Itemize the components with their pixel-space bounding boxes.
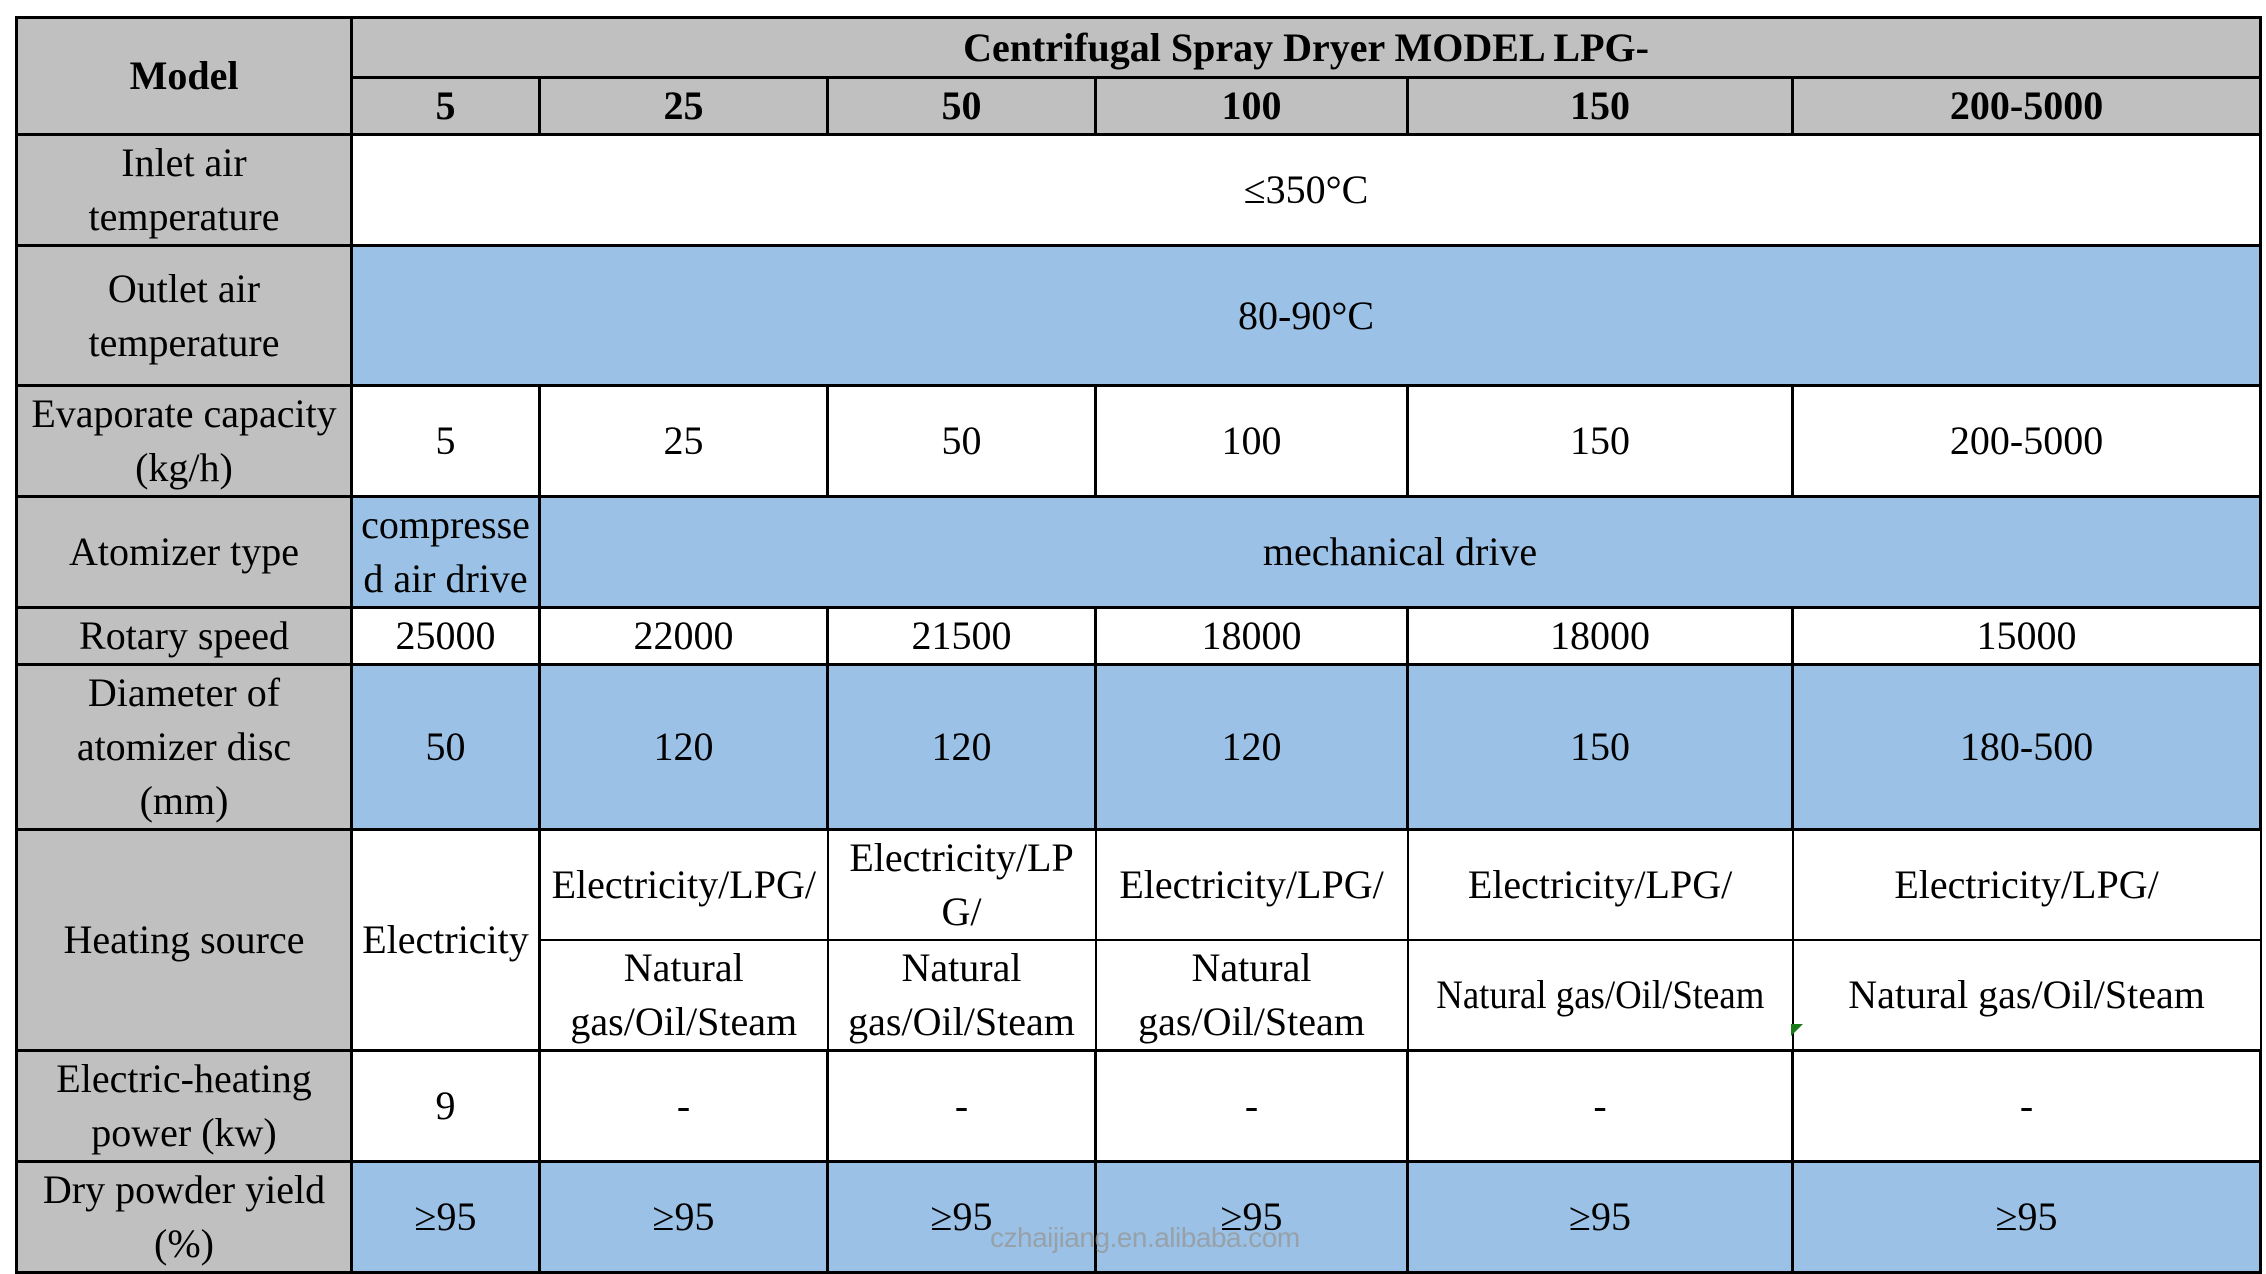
table-cell: Electricity bbox=[350, 828, 541, 1052]
table-cell: 100 bbox=[1094, 384, 1409, 498]
model-col-header: 200-5000 bbox=[1790, 76, 2263, 136]
table-cell: 180-500 bbox=[1790, 663, 2263, 831]
table-cell: Electricity/LPG/ bbox=[1791, 828, 2262, 941]
table-cell: - bbox=[538, 1049, 829, 1163]
table-cell: 50 bbox=[350, 663, 541, 831]
table-row-rotary-speed: Rotary speed 25000 22000 21500 18000 180… bbox=[15, 606, 2263, 666]
table-cell: Electricity/LP G/ bbox=[826, 828, 1097, 941]
row-label: Rotary speed bbox=[15, 606, 353, 666]
table-cell: mechanical drive bbox=[537, 495, 2263, 609]
table-row-atomizer-type: Atomizer type compresse d air drive mech… bbox=[15, 495, 2263, 609]
spec-table: Model Centrifugal Spray Dryer MODEL LPG-… bbox=[15, 16, 2263, 1274]
table-row-powder-yield: Dry powder yield (%) ≥95 ≥95 ≥95 ≥95 ≥95… bbox=[15, 1160, 2263, 1274]
table-cell: 15000 bbox=[1790, 606, 2263, 666]
table-row-evaporate-capacity: Evaporate capacity (kg/h) 5 25 50 100 15… bbox=[15, 384, 2263, 498]
row-label: Heating source bbox=[15, 828, 353, 1052]
model-col-header: 50 bbox=[826, 76, 1097, 136]
table-row-inlet-temp: Inlet air temperature ≤350°C bbox=[15, 133, 2263, 247]
table-row-disc-diameter: Diameter of atomizer disc (mm) 50 120 12… bbox=[15, 663, 2263, 831]
table-cell: - bbox=[1094, 1049, 1409, 1163]
table-cell: 22000 bbox=[538, 606, 829, 666]
table-cell: 9 bbox=[350, 1049, 541, 1163]
table-cell: Natural gas/Oil/Steam bbox=[1406, 939, 1794, 1052]
table-cell: ≥95 bbox=[350, 1160, 541, 1274]
row-label: Outlet air temperature bbox=[15, 244, 353, 387]
table-cell: 150 bbox=[1406, 384, 1794, 498]
row-label: Atomizer type bbox=[15, 495, 353, 609]
table-row-outlet-temp: Outlet air temperature 80-90°C bbox=[15, 244, 2263, 387]
table-cell: 120 bbox=[538, 663, 829, 831]
table-cell: Electricity/LPG/ bbox=[1094, 828, 1409, 941]
table-cell: Electricity/LPG/ bbox=[538, 828, 829, 941]
table-cell: 21500 bbox=[826, 606, 1097, 666]
table-cell: 5 bbox=[350, 384, 541, 498]
inlet-temp-value: ≤350°C bbox=[349, 133, 2263, 247]
model-header: Model bbox=[15, 16, 353, 136]
model-col-header: 150 bbox=[1406, 76, 1794, 136]
table-title: Centrifugal Spray Dryer MODEL LPG- bbox=[349, 16, 2263, 79]
row-label: Evaporate capacity (kg/h) bbox=[15, 384, 353, 498]
table-cell: ≥95 bbox=[826, 1160, 1097, 1274]
table-cell: 25000 bbox=[350, 606, 541, 666]
table-row-heating-source: Heating source Electricity Electricity/L… bbox=[15, 828, 2262, 1052]
table-cell: 50 bbox=[826, 384, 1097, 498]
header-row-title: Model Centrifugal Spray Dryer MODEL LPG- bbox=[15, 16, 2263, 136]
table-cell: Electricity/LPG/ bbox=[1406, 828, 1794, 941]
table-cell: 200-5000 bbox=[1790, 384, 2263, 498]
row-label: Inlet air temperature bbox=[15, 133, 353, 247]
table-cell: - bbox=[826, 1049, 1097, 1163]
table-cell: 25 bbox=[538, 384, 829, 498]
table-cell: Natural gas/Oil/Steam bbox=[1094, 939, 1409, 1052]
outlet-temp-value: 80-90°C bbox=[349, 244, 2263, 387]
table-cell: compresse d air drive bbox=[350, 495, 541, 609]
header-row-models: 5 25 50 100 150 200-5000 bbox=[17, 76, 2263, 136]
table-cell: ≥95 bbox=[1790, 1160, 2263, 1274]
model-col-header: 100 bbox=[1094, 76, 1409, 136]
model-col-header: 25 bbox=[538, 76, 829, 136]
watermark: czhaijiang.en.alibaba.com bbox=[990, 1222, 1300, 1253]
model-col-header: 5 bbox=[350, 76, 541, 136]
table-cell: Natural gas/Oil/Steam bbox=[538, 939, 829, 1052]
table-cell: Natural gas/Oil/Steam bbox=[1791, 939, 2262, 1052]
table-row-heating-source-alt: Natural gas/Oil/Steam Natural gas/Oil/St… bbox=[17, 939, 2262, 1052]
cell-note-marker-icon bbox=[1791, 1024, 1803, 1036]
table-cell: 120 bbox=[1094, 663, 1409, 831]
table-cell: ≥95 bbox=[1406, 1160, 1794, 1274]
table-cell: 18000 bbox=[1406, 606, 1794, 666]
table-cell: - bbox=[1790, 1049, 2263, 1163]
table-cell: 120 bbox=[826, 663, 1097, 831]
row-label: Dry powder yield (%) bbox=[15, 1160, 353, 1274]
table-cell: 18000 bbox=[1094, 606, 1409, 666]
table-cell: ≥95 bbox=[1094, 1160, 1409, 1274]
row-label: Diameter of atomizer disc (mm) bbox=[15, 663, 353, 831]
table-cell: Natural gas/Oil/Steam bbox=[826, 939, 1097, 1052]
row-label: Electric-heating power (kw) bbox=[15, 1049, 353, 1163]
table-cell: ≥95 bbox=[538, 1160, 829, 1274]
table-cell: - bbox=[1406, 1049, 1794, 1163]
table-cell: 150 bbox=[1406, 663, 1794, 831]
table-row-electric-power: Electric-heating power (kw) 9 - - - - - bbox=[15, 1049, 2263, 1163]
